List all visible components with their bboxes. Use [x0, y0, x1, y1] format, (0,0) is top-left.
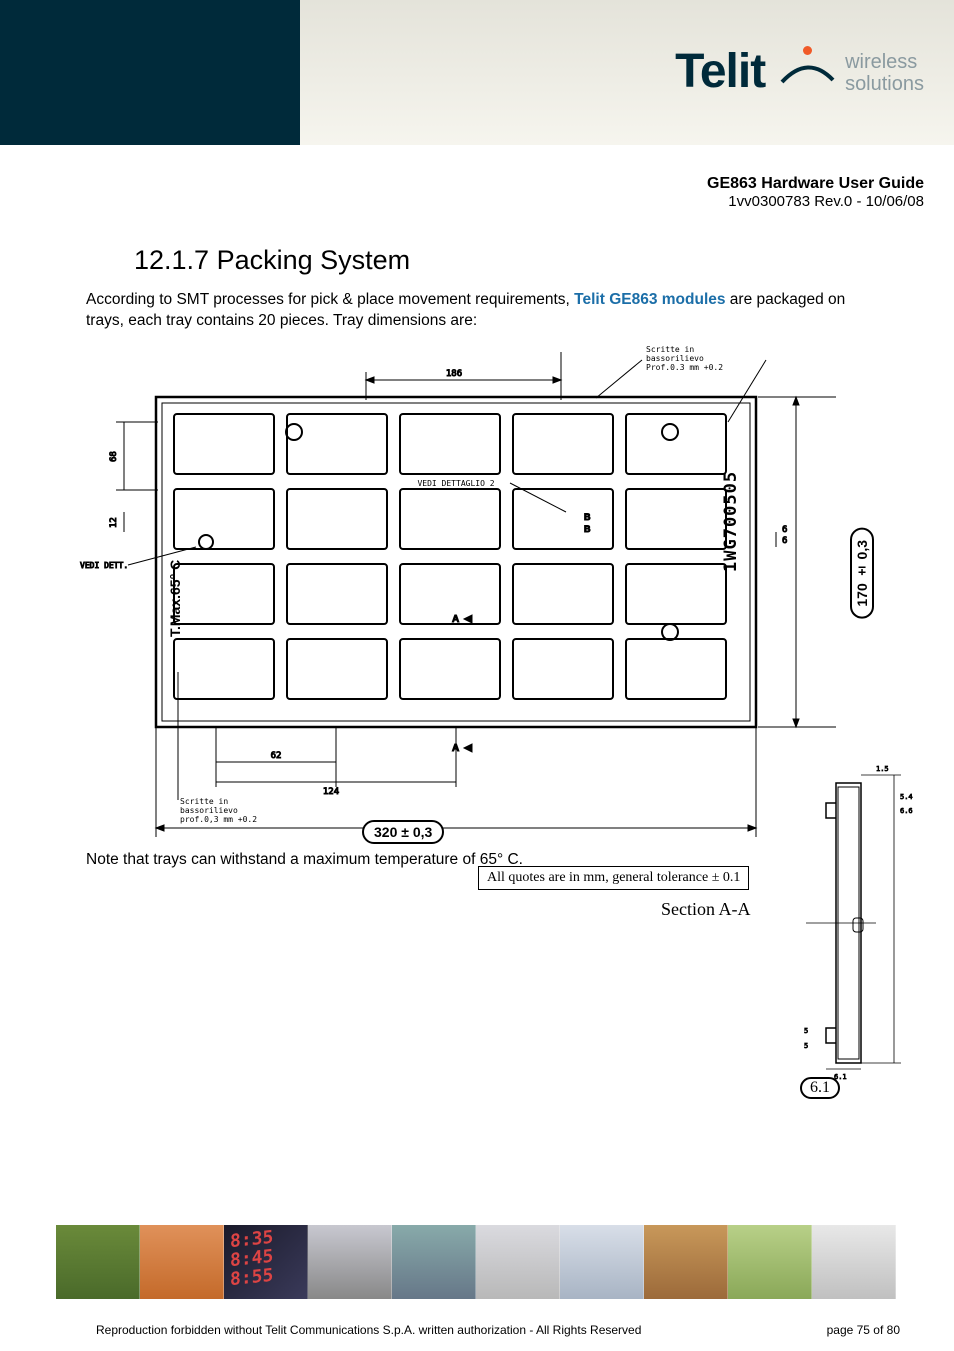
tagline-l1: wireless: [845, 51, 924, 73]
svg-text:124: 124: [323, 787, 339, 797]
tray-outline: 1WG700505 T.Max.65° C: [156, 397, 756, 727]
svg-text:6: 6: [782, 525, 787, 535]
footer-copyright: Reproduction forbidden without Telit Com…: [96, 1323, 641, 1337]
dim-bottom: 62 124: [156, 397, 836, 837]
tmax-label: T.Max.65° C: [167, 560, 183, 637]
logo-wordmark: Telit: [675, 44, 765, 99]
svg-text:1.5: 1.5: [876, 765, 889, 773]
page-content: 12.1.7 Packing System According to SMT p…: [86, 245, 886, 862]
center-detail-label: VEDI DETTAGLIO 2: [417, 479, 494, 488]
tolerance-note: All quotes are in mm, general tolerance …: [478, 866, 749, 890]
svg-text:B: B: [584, 512, 591, 522]
dim-left-1: 68: [109, 451, 119, 462]
logo-tagline: wireless solutions: [845, 51, 924, 95]
logo-swoosh-icon: [780, 62, 835, 87]
section-aa-label: Section A-A: [661, 899, 751, 920]
dim-top: 186: [366, 352, 561, 400]
svg-text:6.6: 6.6: [900, 807, 913, 815]
footer-tile-0: [56, 1225, 140, 1299]
tagline-l2: solutions: [845, 73, 924, 95]
section-aa-drawing: 6.6 5.4 1.5 5 5 6.1: [776, 763, 946, 1083]
dim-height-label: 170 ± 0,3: [850, 528, 874, 619]
footer-tile-1: [140, 1225, 224, 1299]
footer-tile-9: [812, 1225, 896, 1299]
svg-text:bassorilievo: bassorilievo: [180, 806, 238, 815]
svg-text:5: 5: [804, 1027, 808, 1035]
footer-tile-4: [392, 1225, 476, 1299]
footer-tile-2: 8:358:458:55: [224, 1225, 308, 1299]
footer-tile-7: [644, 1225, 728, 1299]
dim-left-2: 12: [109, 517, 119, 528]
dim-right: 6 6: [758, 397, 806, 727]
doc-meta: GE863 Hardware User Guide 1vv0300783 Rev…: [707, 175, 924, 210]
logo-dot-icon: [803, 46, 812, 55]
scritte-note-tr: Scritte in bassorilievo Prof.0.3 mm +0.2: [596, 345, 766, 422]
header: Telit wireless solutions: [0, 0, 954, 145]
svg-text:5.4: 5.4: [900, 793, 913, 801]
footer-page-number: page 75 of 80: [827, 1323, 900, 1337]
svg-text:B: B: [584, 524, 591, 534]
svg-text:A: A: [452, 743, 459, 754]
temp-note: Note that trays can withstand a maximum …: [86, 851, 523, 869]
doc-title: GE863 Hardware User Guide: [707, 175, 924, 193]
footer-tile-8: [728, 1225, 812, 1299]
svg-text:prof.0,3 mm +0.2: prof.0,3 mm +0.2: [180, 815, 257, 824]
footer-image-strip: 8:358:458:55: [56, 1225, 896, 1299]
svg-text:Scritte in: Scritte in: [180, 797, 228, 806]
svg-text:5: 5: [804, 1042, 808, 1050]
intro-highlight: Telit GE863 modules: [574, 291, 725, 308]
tray-drawing: 1WG700505 T.Max.65° C 186 68 12: [66, 342, 886, 862]
intro-paragraph: According to SMT processes for pick & pl…: [86, 290, 886, 332]
svg-text:Scritte in: Scritte in: [646, 345, 694, 354]
vedi-dett: VEDI DETT.: [80, 561, 128, 570]
svg-text:Prof.0.3 mm +0.2: Prof.0.3 mm +0.2: [646, 363, 723, 372]
dim-width-label: 320 ± 0,3: [362, 820, 444, 844]
header-dark-block: [0, 0, 300, 145]
scritte-note-bl: Scritte in bassorilievo prof.0,3 mm +0.2: [178, 672, 257, 824]
header-brand-block: Telit wireless solutions: [300, 0, 954, 145]
dim-top-val: 186: [446, 369, 462, 379]
logo-mark: Telit: [675, 38, 835, 108]
footer-tile-6: [560, 1225, 644, 1299]
part-number: 1WG700505: [721, 471, 741, 572]
footer-tile-5: [476, 1225, 560, 1299]
logo: Telit wireless solutions: [675, 38, 924, 108]
doc-revision: 1vv0300783 Rev.0 - 10/06/08: [707, 193, 924, 210]
svg-text:62: 62: [271, 751, 282, 761]
svg-text:A: A: [452, 614, 459, 625]
dim-left: 68 12 VEDI DETT.: [80, 422, 196, 570]
svg-text:bassorilievo: bassorilievo: [646, 354, 704, 363]
tray-diagram: 1WG700505 T.Max.65° C 186 68 12: [86, 342, 886, 862]
section-heading: 12.1.7 Packing System: [134, 245, 886, 276]
section-thickness-label: 6.1: [800, 1077, 840, 1099]
intro-pre: According to SMT processes for pick & pl…: [86, 291, 574, 308]
svg-text:6: 6: [782, 536, 787, 546]
footer-tile-3: [308, 1225, 392, 1299]
